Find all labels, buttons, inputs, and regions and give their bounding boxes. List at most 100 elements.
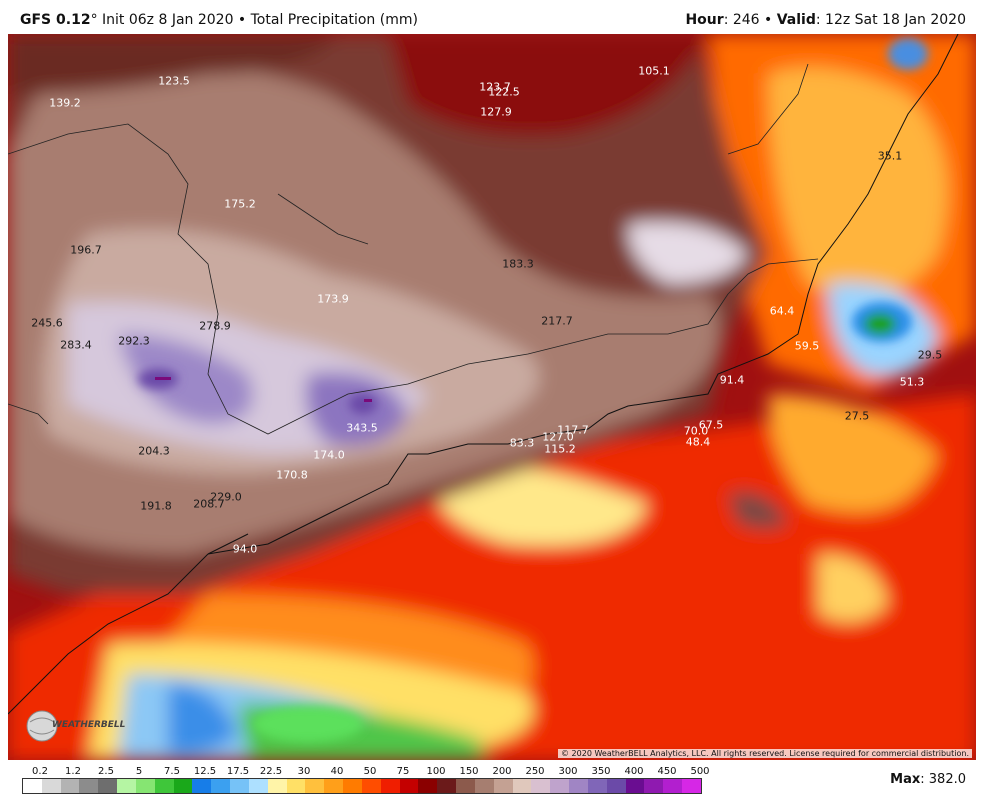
value-label: 67.5 <box>698 418 724 432</box>
value-label: 175.2 <box>224 197 256 211</box>
precipitation-map[interactable]: 123.5 139.2 123.7 122.5 127.9 105.1 35.1… <box>8 34 976 760</box>
value-label: 127.0 <box>542 430 574 444</box>
max-label: Max <box>890 772 921 787</box>
state-borders <box>8 63 819 435</box>
legend-swatch <box>286 779 306 793</box>
legend-tick-label: 5 <box>135 766 143 777</box>
value-label: 123.7 <box>479 80 511 94</box>
precip-max-markers <box>155 377 372 402</box>
legend-swatch <box>474 779 494 793</box>
legend-tick-label: 250 <box>525 766 545 777</box>
legend-swatch <box>98 779 118 793</box>
value-label: 94.0 <box>232 542 258 556</box>
legend-swatch <box>418 779 438 793</box>
value-label: 191.8 <box>140 499 172 513</box>
legend-tick-label: 150 <box>459 766 479 777</box>
valid-value: : 12z Sat 18 Jan 2020 <box>815 12 966 28</box>
value-label: 139.2 <box>49 96 81 110</box>
value-label: 27.5 <box>844 409 870 423</box>
legend-swatch <box>324 779 344 793</box>
value-label: 208.7 <box>193 497 225 511</box>
legend-swatches <box>22 778 702 794</box>
legend-swatch <box>531 779 551 793</box>
legend-swatch <box>305 779 325 793</box>
legend-swatch <box>437 779 457 793</box>
value-label: 83.3 <box>509 436 535 450</box>
legend-tick-label: 500 <box>690 766 710 777</box>
logo-globe-icon <box>26 710 58 742</box>
legend-swatch <box>60 779 80 793</box>
legend-swatch <box>512 779 532 793</box>
value-label: 173.9 <box>317 292 349 306</box>
value-label: 105.1 <box>638 64 670 78</box>
legend-tick-label: 450 <box>657 766 677 777</box>
value-label: 59.5 <box>794 339 820 353</box>
value-label: 183.3 <box>502 257 534 271</box>
legend-tick-label: 200 <box>492 766 512 777</box>
value-label: 64.4 <box>769 304 795 318</box>
legend-tick-label: 12.5 <box>193 766 217 777</box>
legend-swatch <box>248 779 268 793</box>
legend-swatch <box>493 779 513 793</box>
legend-tick-label: 2.5 <box>98 766 114 777</box>
precipitation-field <box>8 34 976 760</box>
legend-tick-label: 100 <box>426 766 446 777</box>
legend-tick-label: 350 <box>591 766 611 777</box>
value-label: 245.6 <box>31 316 63 330</box>
weatherbell-logo: WEATHERBELL <box>22 708 125 744</box>
legend-tick-label: 300 <box>558 766 578 777</box>
value-label: 29.5 <box>917 348 943 362</box>
value-label: 127.9 <box>480 105 512 119</box>
legend-swatch <box>79 779 99 793</box>
legend-swatch <box>211 779 231 793</box>
legend-swatch <box>135 779 155 793</box>
valid-label: Valid <box>776 12 816 28</box>
value-label: 91.4 <box>719 373 745 387</box>
legend-swatch <box>343 779 362 793</box>
legend-tick-label: 40 <box>330 766 344 777</box>
degree-sign: ° <box>90 12 98 28</box>
legend-tick-label: 30 <box>297 766 311 777</box>
legend-swatch <box>606 779 626 793</box>
value-label: 278.9 <box>199 319 231 333</box>
legend-swatch <box>456 779 475 793</box>
value-label: 48.4 <box>685 435 711 449</box>
precip-cores <box>138 38 928 742</box>
legend-tick-label: 1.2 <box>65 766 81 777</box>
legend-swatch <box>550 779 570 793</box>
legend-swatch <box>569 779 588 793</box>
valid-time: Hour: 246 • Valid: 12z Sat 18 Jan 2020 <box>685 12 966 28</box>
precip-blobs <box>8 34 976 760</box>
legend-swatch <box>644 779 664 793</box>
value-label: 170.8 <box>276 468 308 482</box>
init-text: Init 06z 8 Jan 2020 • Total Precipitatio… <box>97 12 418 28</box>
color-legend: 0.2 1.2 2.5 5 7.5 12.5 17.5 22.5 30 40 50 75 100 150 2… <box>22 762 710 794</box>
legend-swatch <box>154 779 174 793</box>
value-label: 283.4 <box>60 338 92 352</box>
legend-tick-label: 17.5 <box>226 766 250 777</box>
legend-tick-label: 7.5 <box>164 766 180 777</box>
legend-swatch <box>23 779 42 793</box>
legend-swatch <box>587 779 607 793</box>
value-label: 174.0 <box>313 448 345 462</box>
legend-tick-label: 50 <box>363 766 377 777</box>
value-label: 122.5 <box>488 85 520 99</box>
map-title: GFS 0.12° Init 06z 8 Jan 2020 • Total Pr… <box>20 12 418 28</box>
legend-swatch <box>41 779 61 793</box>
value-label: 196.7 <box>70 243 102 257</box>
value-label: 51.3 <box>899 375 925 389</box>
max-value: Max: 382.0 <box>890 772 966 787</box>
max-number: : 382.0 <box>920 772 966 787</box>
legend-swatch <box>681 779 701 793</box>
legend-tick-label: 400 <box>624 766 644 777</box>
value-label: 204.3 <box>138 444 170 458</box>
logo-text: WEATHERBELL <box>52 720 126 730</box>
legend-swatch <box>267 779 287 793</box>
value-label: 217.7 <box>541 314 573 328</box>
legend-swatch <box>192 779 212 793</box>
copyright-notice: © 2020 WeatherBELL Analytics, LLC. All r… <box>558 749 972 758</box>
hour-value: : 246 • <box>723 12 777 28</box>
legend-swatch <box>117 779 136 793</box>
legend-tick-label: 75 <box>396 766 410 777</box>
legend-swatch <box>361 779 381 793</box>
